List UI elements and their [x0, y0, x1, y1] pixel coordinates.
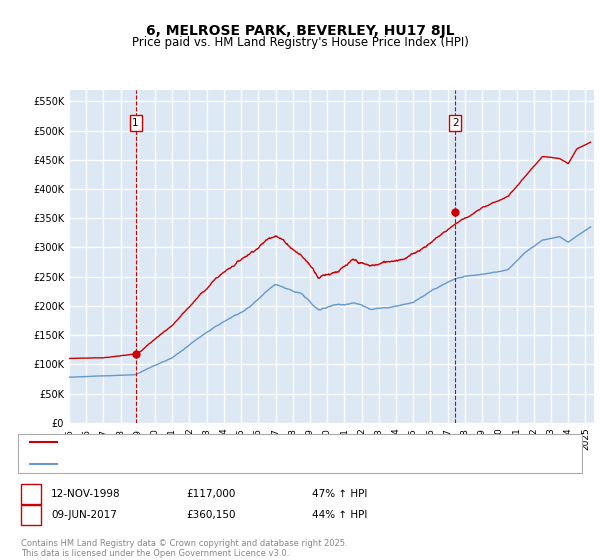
- Text: 1: 1: [28, 489, 34, 499]
- Text: 47% ↑ HPI: 47% ↑ HPI: [312, 489, 367, 499]
- Text: 44% ↑ HPI: 44% ↑ HPI: [312, 510, 367, 520]
- Text: 6, MELROSE PARK, BEVERLEY, HU17 8JL: 6, MELROSE PARK, BEVERLEY, HU17 8JL: [146, 24, 454, 38]
- Text: Contains HM Land Registry data © Crown copyright and database right 2025.
This d: Contains HM Land Registry data © Crown c…: [21, 539, 347, 558]
- Text: 6, MELROSE PARK, BEVERLEY, HU17 8JL (detached house): 6, MELROSE PARK, BEVERLEY, HU17 8JL (det…: [60, 437, 344, 447]
- Text: 2: 2: [28, 510, 34, 520]
- Text: 2: 2: [452, 118, 458, 128]
- Text: 1: 1: [133, 118, 139, 128]
- Text: £360,150: £360,150: [186, 510, 235, 520]
- Text: 12-NOV-1998: 12-NOV-1998: [51, 489, 121, 499]
- Text: Price paid vs. HM Land Registry's House Price Index (HPI): Price paid vs. HM Land Registry's House …: [131, 36, 469, 49]
- Text: £117,000: £117,000: [186, 489, 235, 499]
- Text: 09-JUN-2017: 09-JUN-2017: [51, 510, 117, 520]
- Text: HPI: Average price, detached house, East Riding of Yorkshire: HPI: Average price, detached house, East…: [60, 459, 355, 469]
